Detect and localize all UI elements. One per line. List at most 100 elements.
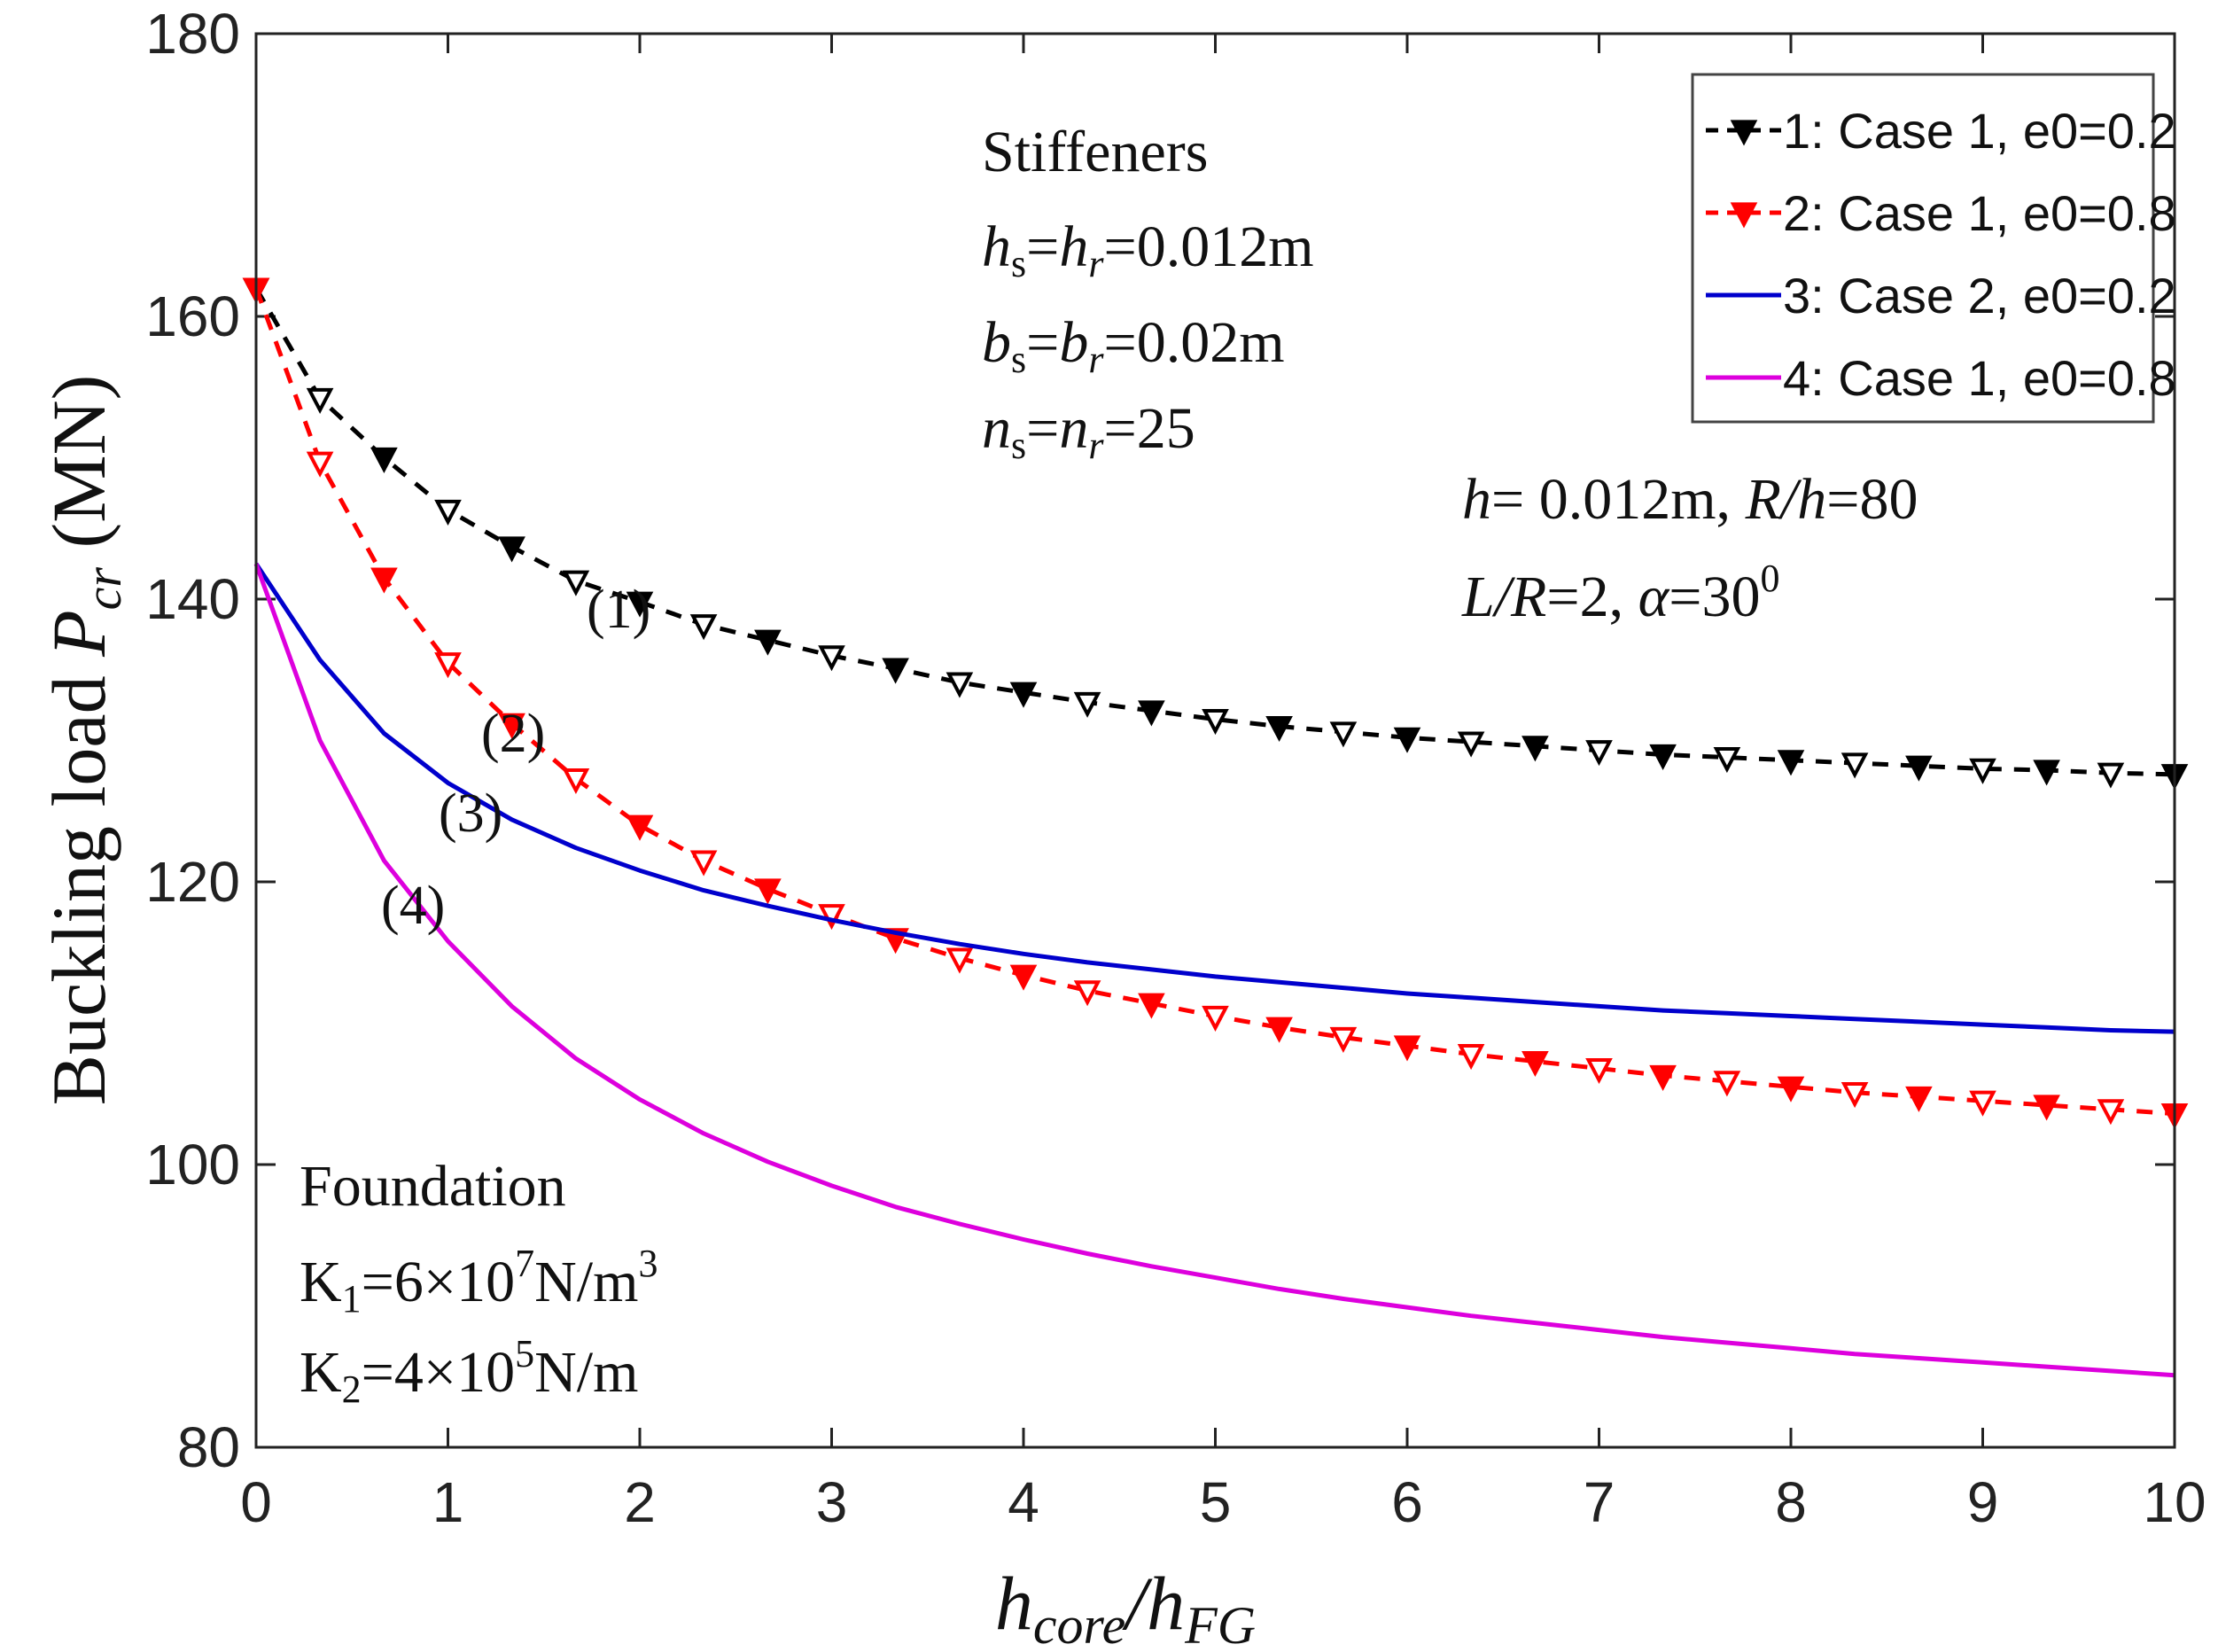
data-point-marker	[1009, 682, 1038, 708]
legend-item-2: 2: Case 1, e0=0.8	[1706, 185, 2176, 241]
data-point-marker	[434, 652, 462, 679]
data-point-marker	[1905, 755, 1933, 782]
data-point-marker	[1841, 752, 1869, 779]
x-tick-label: 1	[432, 1470, 464, 1534]
data-point-marker	[1713, 1071, 1741, 1097]
geometry-annotation: h= 0.012m, R/h=80 L/R=2, α=300	[1461, 467, 1918, 629]
data-point-marker	[754, 878, 782, 905]
data-point-marker	[1521, 736, 1549, 762]
data-point-marker	[882, 658, 909, 684]
x-tick-label: 7	[1584, 1470, 1615, 1534]
stiffeners-title: Stiffeners	[982, 120, 1208, 184]
data-point-marker	[562, 570, 590, 596]
geometry-ratio: L/R=2, α=300	[1461, 557, 1779, 629]
data-point-marker	[1329, 721, 1358, 748]
curve-label-2: (2)	[481, 704, 545, 764]
data-point-marker	[370, 447, 398, 473]
data-point-marker	[1457, 731, 1485, 758]
data-point-marker	[818, 645, 845, 672]
legend-label: 4: Case 1, e0=0.8	[1783, 350, 2176, 406]
x-tick-label: 8	[1775, 1470, 1807, 1534]
legend-label: 3: Case 2, e0=0.2	[1783, 268, 2176, 323]
data-point-marker	[1073, 691, 1101, 718]
data-point-marker	[1202, 708, 1229, 736]
data-point-marker	[1073, 980, 1101, 1007]
data-point-marker	[498, 713, 525, 739]
curve-label-3: (3)	[439, 783, 502, 844]
data-point-marker	[1730, 120, 1758, 146]
y-tick-label: 80	[177, 1415, 240, 1479]
y-tick-label: 140	[145, 567, 240, 631]
data-point-marker	[689, 614, 718, 641]
legend-label: 2: Case 1, e0=0.8	[1783, 185, 2176, 241]
y-axis-label: Buckling load Pcr (MN)	[36, 375, 132, 1106]
series-line-4	[253, 563, 2175, 1378]
stiffeners-height: hs=hr=0.012m	[982, 214, 1314, 285]
y-tick-label: 120	[145, 850, 240, 914]
series-layer	[242, 277, 2189, 1378]
data-point-marker	[689, 850, 718, 877]
x-tick-label: 10	[2143, 1470, 2206, 1534]
legend: 1: Case 1, e0=0.2 2: Case 1, e0=0.8 3: Cas…	[1691, 73, 2176, 424]
x-tick-label: 6	[1391, 1470, 1423, 1534]
data-point-marker	[1521, 1050, 1549, 1078]
data-point-marker	[1969, 758, 1996, 784]
data-point-marker	[1777, 1076, 1805, 1103]
x-axis-label: hcore/hFG	[995, 1561, 1256, 1652]
data-point-marker	[2097, 1099, 2125, 1126]
data-point-marker	[370, 567, 398, 594]
data-point-marker	[1649, 1064, 1677, 1092]
data-point-marker	[306, 451, 334, 478]
data-point-marker	[1393, 727, 1421, 753]
series-3	[253, 562, 2175, 1034]
data-point-marker	[2033, 760, 2060, 786]
y-tick-label: 100	[145, 1133, 240, 1196]
x-tick-label: 4	[1008, 1470, 1039, 1534]
data-point-marker	[818, 904, 845, 931]
data-point-marker	[1649, 744, 1677, 770]
plot-frame	[254, 32, 2176, 1449]
data-point-marker	[1777, 750, 1805, 776]
foundation-annotation: Foundation K1=6×107N/m3 K2=4×105N/m	[300, 1154, 658, 1411]
legend-item-4: 4: Case 1, e0=0.8	[1706, 350, 2176, 406]
legend-items: 1: Case 1, e0=0.2 2: Case 1, e0=0.8 3: Cas…	[1706, 103, 2176, 406]
data-point-marker	[1265, 1017, 1293, 1043]
data-point-marker	[306, 387, 334, 415]
x-tick-label: 3	[816, 1470, 848, 1534]
data-point-marker	[498, 536, 525, 563]
geometry-thickness: h= 0.012m, R/h=80	[1462, 467, 1918, 532]
series-2	[242, 277, 2189, 1130]
data-point-marker	[1841, 1082, 1869, 1109]
data-point-marker	[1585, 740, 1613, 767]
data-point-marker	[946, 947, 974, 974]
stiffeners-count: ns=nr=25	[982, 396, 1195, 467]
data-point-marker	[946, 672, 974, 698]
data-point-marker	[1329, 1026, 1358, 1053]
stiffeners-width: bs=br=0.02m	[982, 310, 1285, 381]
x-tick-label: 5	[1200, 1470, 1232, 1534]
tick-labels: 0 1 2 3 4 5 6 7 8 9 10 80 100 120 140 160 180	[145, 2, 2206, 1534]
data-point-marker	[1138, 700, 1165, 727]
data-point-marker	[1730, 202, 1758, 229]
data-point-marker	[1202, 1005, 1229, 1032]
data-point-marker	[1393, 1035, 1421, 1062]
legend-item-1: 1: Case 1, e0=0.2	[1706, 103, 2176, 159]
data-point-marker	[626, 591, 654, 618]
legend-box	[1691, 73, 2155, 424]
data-point-marker	[1009, 964, 1038, 991]
curve-label-4: (4)	[381, 876, 445, 936]
foundation-k2: K2=4×105N/m	[300, 1332, 638, 1411]
data-point-marker	[434, 499, 462, 526]
y-tick-label: 160	[145, 284, 240, 348]
foundation-title: Foundation	[300, 1154, 566, 1219]
x-tick-label: 2	[624, 1470, 656, 1534]
y-tick-label: 180	[145, 2, 240, 66]
data-point-marker	[1457, 1043, 1485, 1071]
data-point-marker	[1265, 715, 1293, 743]
curve-labels: (1) (2) (3) (4)	[381, 580, 650, 936]
data-point-marker	[2033, 1095, 2060, 1121]
curve-label-1: (1)	[587, 580, 650, 640]
data-point-marker	[1138, 993, 1165, 1019]
data-point-marker	[754, 629, 782, 656]
